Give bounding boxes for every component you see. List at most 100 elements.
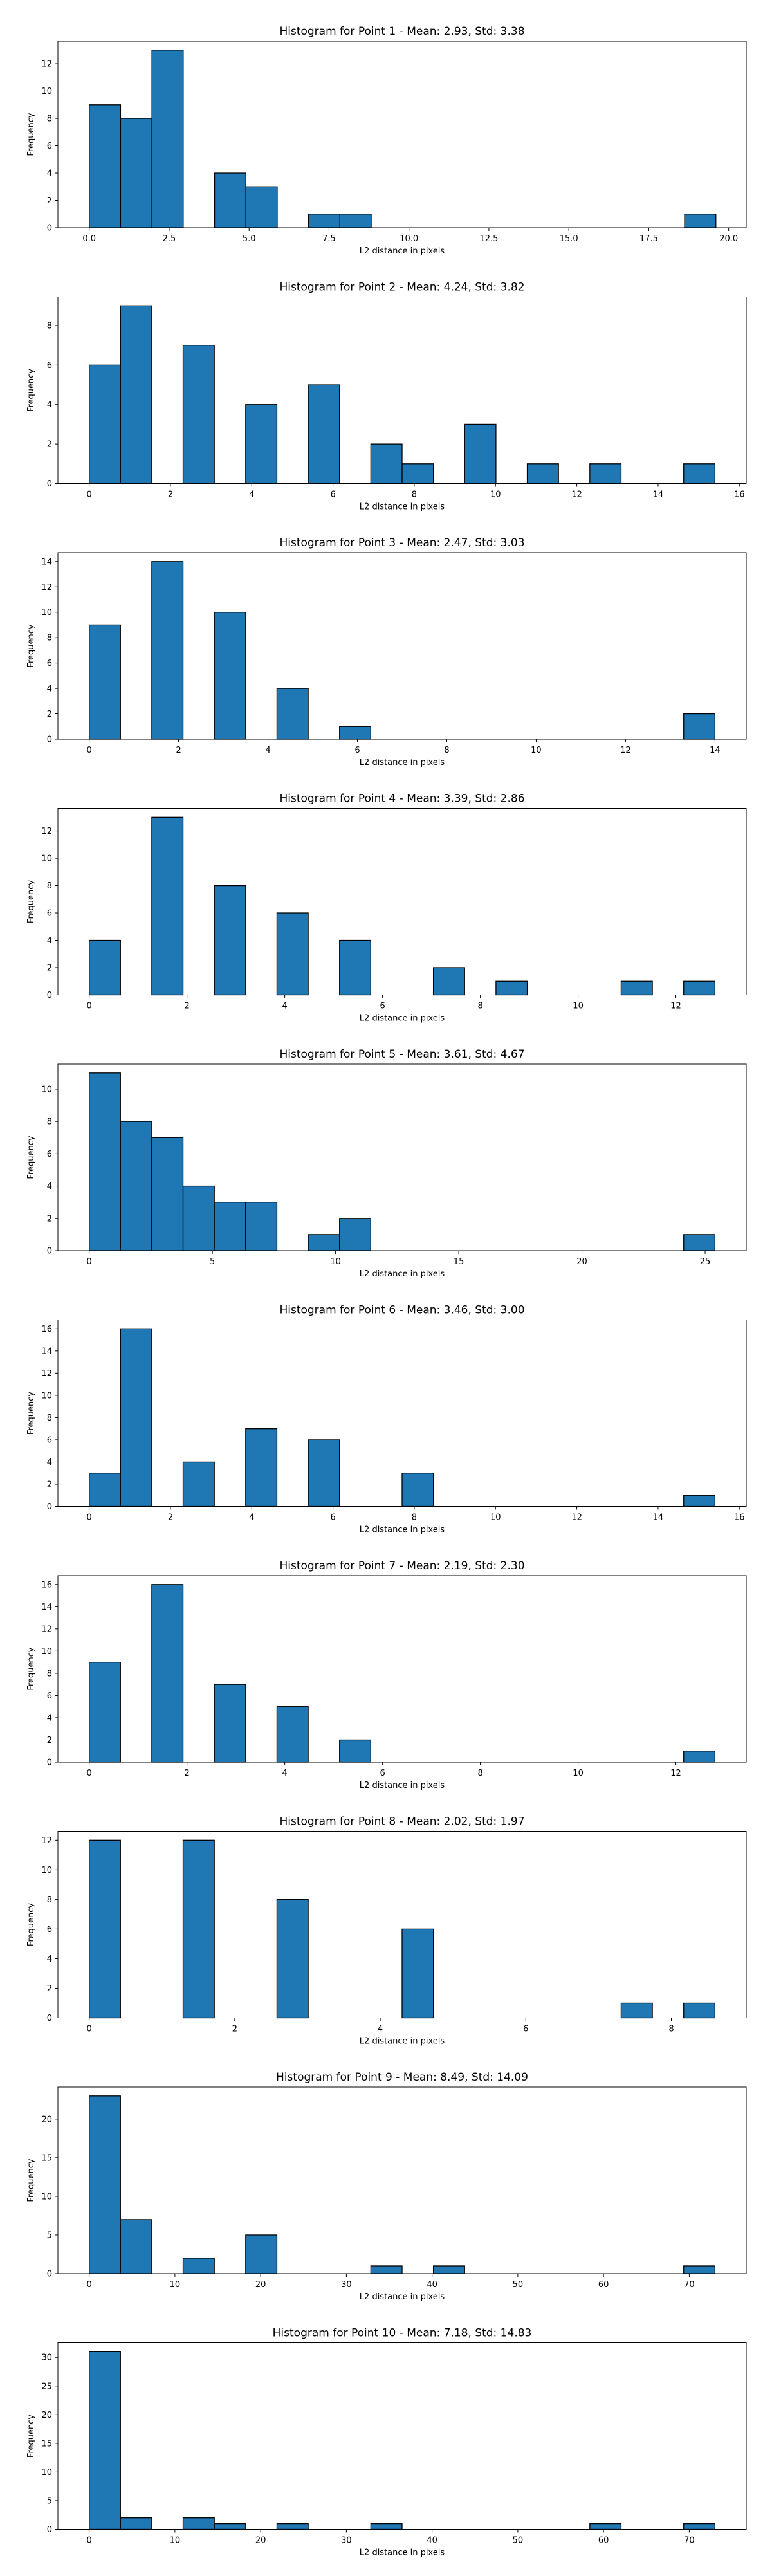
y-tick-label: 14 [41, 1603, 52, 1612]
y-tick-label: 0 [47, 224, 52, 234]
x-tick-label: 5 [210, 1257, 215, 1267]
x-axis-label: L2 distance in pixels [360, 1781, 445, 1790]
y-tick-label: 8 [47, 1669, 52, 1679]
histogram-bar [339, 214, 372, 228]
histogram-bar [339, 726, 372, 740]
x-tick-label: 12 [620, 746, 631, 755]
x-tick-label: 6 [330, 1513, 335, 1523]
y-tick-label: 12 [41, 1624, 52, 1634]
histogram-bar [88, 939, 121, 996]
x-tick-label: 12 [571, 490, 582, 500]
histogram-bar [214, 2523, 246, 2530]
x-tick-label: 2.5 [163, 234, 176, 244]
x-tick-label: 0 [86, 2536, 91, 2546]
x-tick-label: 10 [531, 746, 542, 755]
y-tick-label: 8 [47, 115, 52, 124]
x-tick-label: 7.5 [322, 234, 336, 244]
histogram-bar [120, 118, 152, 228]
histogram-bar [495, 980, 528, 996]
x-tick-label: 20 [576, 1257, 587, 1267]
x-tick-label: 12.5 [479, 234, 498, 244]
histogram-bar [684, 214, 717, 228]
y-tick-label: 0 [47, 1502, 52, 1512]
y-axis-label: Frequency [26, 369, 36, 412]
histogram-bar [151, 1584, 184, 1763]
x-tick-label: 6 [354, 746, 360, 755]
y-tick-label: 0 [47, 1758, 52, 1768]
x-tick-label: 0 [86, 2025, 91, 2034]
x-tick-label: 8 [444, 746, 449, 755]
x-tick-label: 50 [513, 2280, 524, 2290]
y-tick-label: 4 [47, 400, 52, 410]
histogram-panel: Histogram for Point 5 - Mean: 3.61, Std:… [26, 1048, 747, 1279]
y-tick-label: 8 [47, 1895, 52, 1905]
y-tick-label: 2 [47, 1984, 52, 1994]
x-tick-label: 12 [571, 1513, 582, 1523]
y-tick-label: 6 [47, 1435, 52, 1445]
x-tick-label: 0 [86, 1513, 91, 1523]
histogram-bar [151, 1137, 184, 1251]
y-tick-label: 10 [41, 854, 52, 864]
chart-title: Histogram for Point 1 - Mean: 2.93, Std:… [279, 25, 524, 38]
chart-title: Histogram for Point 8 - Mean: 2.02, Std:… [279, 1816, 524, 1828]
y-tick-label: 5 [47, 2231, 52, 2240]
y-axis-label: Frequency [26, 2158, 36, 2202]
histogram-bar [276, 1706, 309, 1763]
chart-title: Histogram for Point 9 - Mean: 8.49, Std:… [276, 2071, 528, 2084]
x-tick-label: 2 [168, 490, 173, 500]
y-tick-label: 10 [41, 608, 52, 618]
x-tick-label: 0 [86, 1769, 91, 1778]
histogram-bar [683, 1234, 716, 1251]
y-tick-label: 8 [47, 321, 52, 331]
x-tick-label: 14 [653, 1513, 664, 1523]
x-tick-label: 12 [670, 1769, 681, 1778]
histogram-bar [339, 1218, 372, 1251]
x-tick-label: 2 [184, 1769, 189, 1778]
histogram-bar [683, 2265, 716, 2274]
y-tick-label: 14 [41, 557, 52, 567]
x-tick-label: 2 [176, 746, 181, 755]
y-tick-label: 4 [47, 1182, 52, 1191]
x-tick-label: 15 [454, 1257, 464, 1267]
y-tick-label: 12 [41, 1369, 52, 1379]
y-tick-label: 4 [47, 169, 52, 179]
histogram-bar [276, 2523, 309, 2530]
y-tick-label: 16 [41, 1580, 52, 1590]
x-tick-label: 10 [490, 490, 501, 500]
y-tick-label: 8 [47, 1413, 52, 1423]
x-tick-label: 15.0 [560, 234, 578, 244]
histogram-bar [214, 612, 246, 740]
y-tick-label: 2 [47, 964, 52, 973]
x-tick-label: 0 [86, 490, 91, 500]
x-tick-label: 25 [700, 1257, 711, 1267]
y-tick-label: 0 [47, 735, 52, 745]
x-tick-label: 30 [341, 2536, 352, 2546]
x-tick-label: 60 [598, 2536, 609, 2546]
x-tick-label: 14 [710, 746, 721, 755]
x-tick-label: 6 [380, 1769, 385, 1778]
histogram-bar [339, 939, 372, 996]
x-tick-label: 10 [573, 1002, 584, 1011]
histogram-bar [401, 1473, 434, 1507]
histogram-bar [89, 104, 122, 228]
axes-frame [57, 1063, 747, 1251]
x-axis-label: L2 distance in pixels [360, 1525, 445, 1535]
x-tick-label: 5.0 [243, 234, 256, 244]
x-tick-label: 4 [282, 1769, 287, 1778]
histogram-bar [432, 967, 465, 996]
x-axis-label: L2 distance in pixels [360, 2037, 445, 2047]
y-tick-label: 6 [47, 361, 52, 371]
histogram-bar [308, 1439, 340, 1507]
histogram-panel: Histogram for Point 10 - Mean: 7.18, Std… [26, 2327, 747, 2558]
chart-title: Histogram for Point 2 - Mean: 4.24, Std:… [279, 281, 524, 294]
histogram-bar [88, 2095, 121, 2274]
y-tick-label: 30 [41, 2353, 52, 2363]
x-axis-label: L2 distance in pixels [360, 246, 445, 256]
y-tick-label: 2 [47, 710, 52, 719]
histogram-bar [245, 2234, 278, 2274]
histogram-panel: Histogram for Point 9 - Mean: 8.49, Std:… [26, 2071, 747, 2302]
x-axis-label: L2 distance in pixels [360, 502, 445, 512]
y-axis-label: Frequency [26, 1903, 36, 1946]
x-tick-label: 60 [598, 2280, 609, 2290]
x-tick-label: 4 [265, 746, 270, 755]
